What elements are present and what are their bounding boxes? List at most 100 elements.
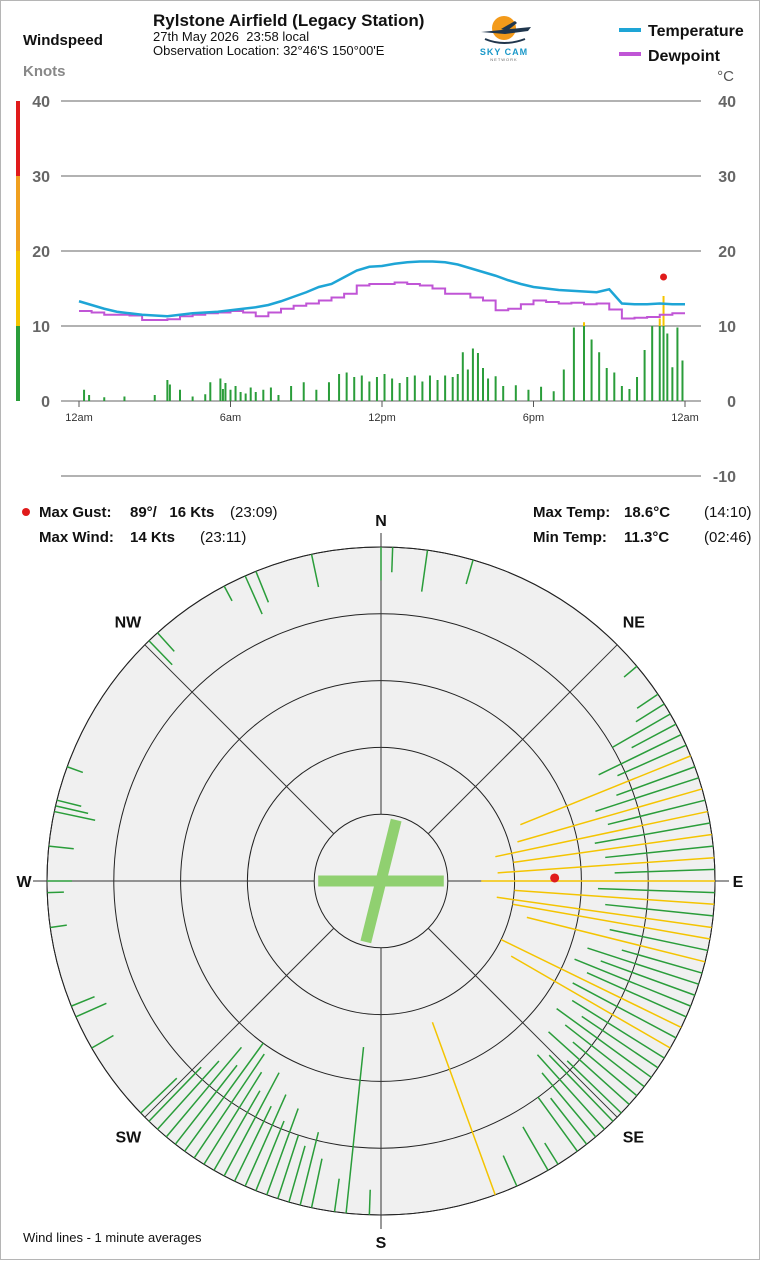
left-tick-label: 20: [32, 244, 50, 261]
wind-bar: [88, 395, 91, 401]
wind-bar: [249, 387, 252, 401]
color-band-segment: [16, 251, 20, 326]
rose-wind-line: [612, 713, 671, 749]
rose-wind-line: [148, 640, 173, 666]
rose-wind-line: [496, 896, 712, 929]
rose-wind-line: [174, 1064, 238, 1145]
wind-bar: [666, 333, 669, 401]
max-gust-marker: [660, 273, 668, 281]
rose-wind-line: [465, 559, 474, 585]
rose-wind-line: [244, 1094, 287, 1187]
rose-wind-line: [255, 1120, 285, 1191]
wind-bar: [368, 381, 371, 401]
rose-wind-line: [223, 1072, 280, 1177]
x-axis-ticks: 12am 6am 12pm 6pm 12am: [65, 401, 699, 424]
wind-rose: N NE E SE S SW W NW: [16, 513, 743, 1252]
wind-bar: [315, 389, 318, 401]
rose-wind-line: [497, 856, 715, 874]
observation-datetime: 27th May 2026 23:58 local: [153, 29, 309, 44]
legend-dewpoint-label: Dewpoint: [648, 48, 721, 65]
gust-markers: [660, 273, 668, 281]
right-tick-label: 20: [718, 244, 736, 261]
wind-bar: [502, 386, 505, 401]
rose-wind-line: [223, 585, 233, 602]
wind-bar: [676, 327, 679, 401]
rose-wind-line: [635, 703, 665, 723]
rose-wind-line: [517, 788, 703, 843]
wind-bar: [406, 377, 409, 401]
right-tick-label: 0: [727, 394, 736, 411]
logo-text: SKY CAM: [480, 47, 528, 57]
rose-wind-line: [333, 1178, 340, 1212]
station-title: Rylstone Airfield (Legacy Station): [153, 11, 424, 30]
rose-wind-line: [616, 766, 696, 797]
wind-bar: [168, 384, 171, 401]
rose-wind-line: [544, 1142, 559, 1165]
rose-wind-line: [598, 733, 682, 776]
wind-bar: [671, 367, 674, 401]
max-gust-label: Max Gust:: [39, 504, 112, 521]
rose-wind-line: [522, 1126, 549, 1171]
rose-wind-line: [571, 999, 665, 1059]
rose-direction-label: S: [376, 1235, 387, 1252]
wind-bar: [391, 378, 394, 401]
rose-wind-line: [165, 1046, 243, 1138]
rose-wind-line: [572, 1041, 638, 1097]
wind-bar: [428, 375, 431, 401]
rose-wind-line: [310, 1158, 323, 1208]
wind-bar: [590, 339, 593, 401]
sky-cam-logo: SKY CAM NETWORK: [480, 16, 531, 62]
rose-wind-line: [156, 1060, 220, 1130]
rose-wind-line: [512, 903, 711, 940]
wind-bar: [681, 360, 684, 401]
rose-wind-line: [255, 571, 270, 603]
rose-wind-line: [513, 833, 712, 864]
rose-wind-line: [548, 1054, 614, 1122]
wind-bar: [643, 350, 646, 401]
wind-bar: [583, 326, 585, 401]
wind-bar: [239, 392, 242, 401]
wind-bar: [398, 383, 401, 401]
wind-bar: [456, 374, 459, 401]
wind-bar: [662, 326, 665, 401]
max-temp-label: Max Temp:: [533, 504, 610, 521]
wind-bar: [451, 377, 454, 401]
rose-wind-line: [50, 924, 67, 929]
wind-bar: [620, 386, 623, 401]
wind-bar: [552, 391, 555, 401]
wind-bar: [658, 326, 661, 401]
rose-direction-label: NE: [623, 614, 646, 631]
rose-wind-line: [587, 947, 699, 985]
max-wind-label: Max Wind:: [39, 529, 114, 546]
wind-bar: [636, 377, 639, 401]
rose-wind-line: [574, 958, 691, 1007]
wind-bar: [527, 389, 530, 401]
rose-direction-label: NW: [115, 614, 143, 631]
wind-bar: [471, 348, 474, 401]
legend: Temperature Dewpoint: [619, 23, 744, 65]
rose-wind-line: [54, 810, 96, 821]
rose-wind-line: [548, 1031, 630, 1106]
rose-wind-line: [91, 1034, 114, 1049]
max-wind-time: (23:11): [200, 529, 246, 546]
left-axis-unit: Knots: [23, 63, 66, 80]
rose-wind-line: [56, 799, 82, 807]
rose-wind-line: [514, 889, 715, 906]
rose-wind-line: [537, 1096, 578, 1152]
rose-wind-line: [502, 1155, 518, 1187]
wind-bar: [360, 375, 363, 401]
max-gust-time: (23:09): [230, 504, 278, 521]
color-band-segment: [16, 326, 20, 401]
wind-bar: [494, 376, 497, 401]
color-band-segment: [16, 176, 20, 251]
rose-wind-line: [621, 949, 703, 974]
rose-wind-line: [636, 693, 659, 709]
rose-wind-line: [345, 1047, 365, 1214]
wind-bar: [444, 375, 447, 401]
rose-wind-line: [203, 1071, 263, 1165]
wind-bar: [254, 392, 257, 401]
wind-bar: [191, 396, 194, 401]
rose-wind-line: [266, 1108, 299, 1196]
